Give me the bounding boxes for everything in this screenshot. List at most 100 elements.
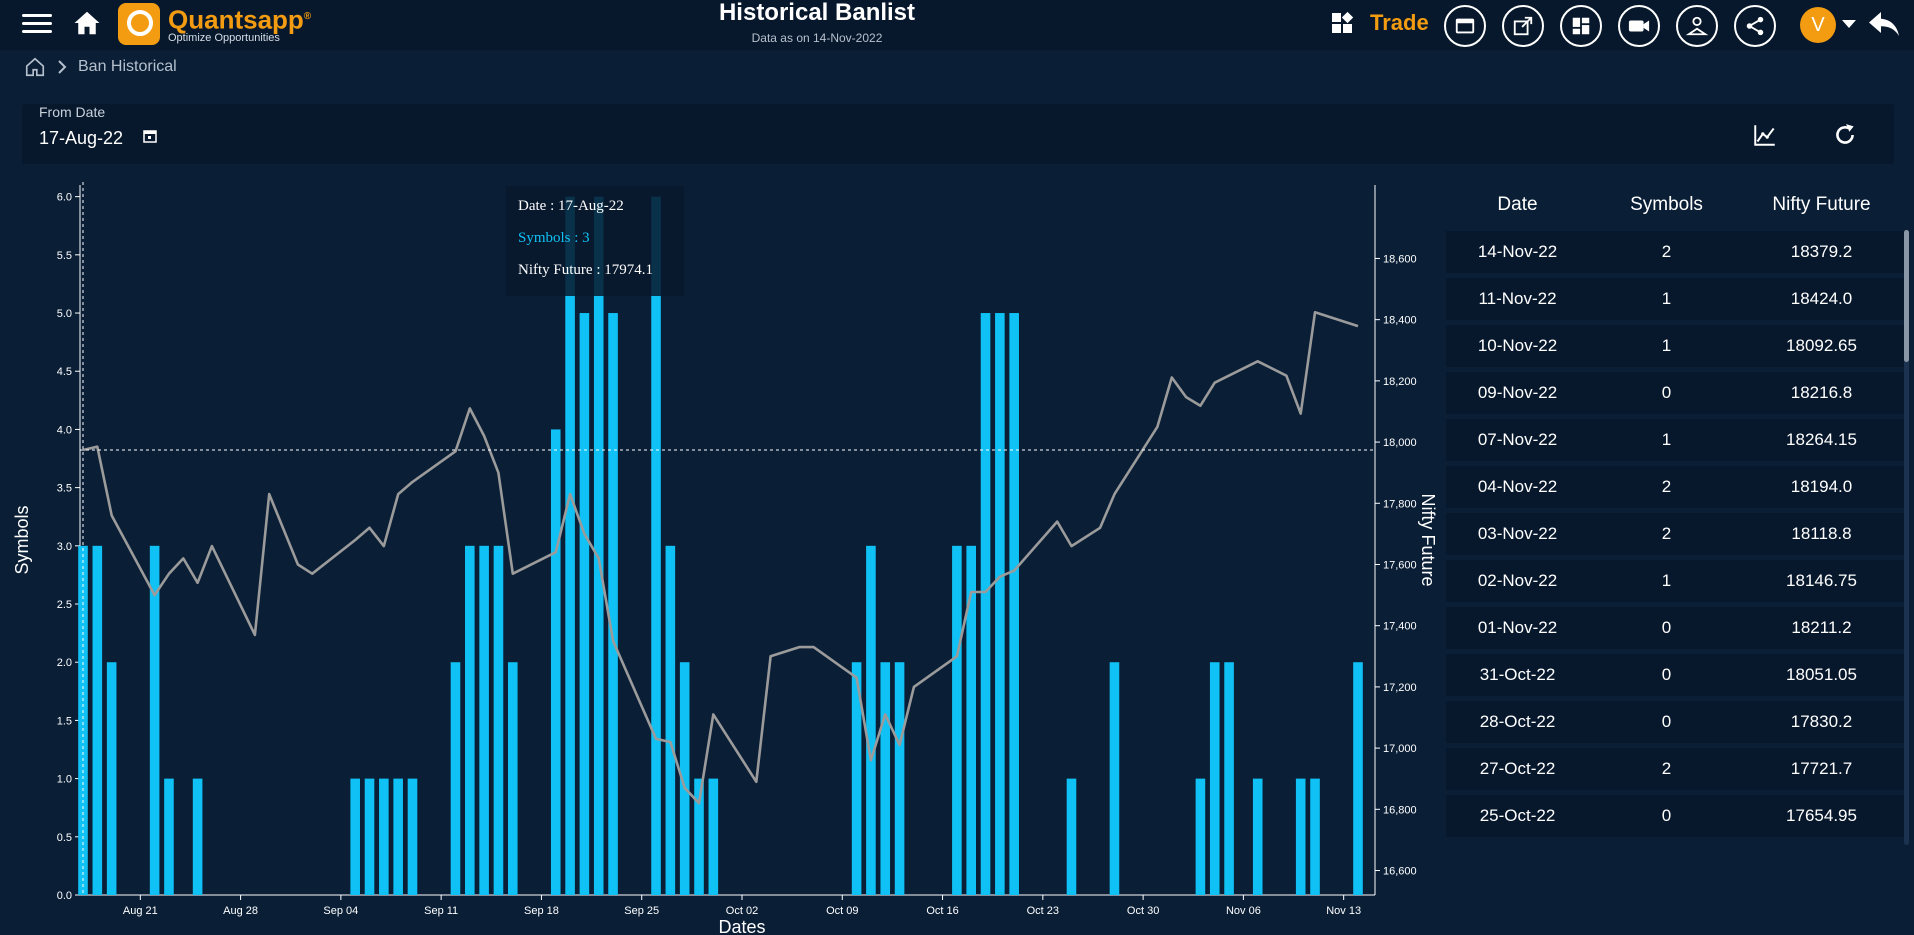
tooltip-symbols: Symbols : 3 (518, 230, 590, 246)
y-tick-label: 3.5 (57, 483, 72, 495)
breadcrumb-current: Ban Historical (78, 58, 177, 75)
table-row[interactable]: 25-Oct-22 0 17654.95 (1446, 795, 1908, 837)
from-date-input[interactable]: 17-Aug-22 (39, 128, 124, 148)
table-row[interactable]: 02-Nov-22 1 18146.75 (1446, 560, 1908, 602)
cell-nifty-future: 17721.7 (1790, 759, 1853, 778)
y-tick-label: 3.0 (57, 541, 72, 553)
banlist-table: Date Symbols Nifty Future 14-Nov-22 2 1837… (1446, 184, 1908, 837)
bar (1224, 662, 1234, 895)
y2-tick-label: 17,600 (1383, 559, 1417, 571)
tooltip-date: Date : 17-Aug-22 (518, 198, 624, 214)
y2-axis-label: Nifty Future (1418, 493, 1438, 586)
y-tick-label: 1.0 (57, 774, 72, 786)
table-row[interactable]: 10-Nov-22 1 18092.65 (1446, 325, 1908, 367)
table-row[interactable]: 14-Nov-22 2 18379.2 (1446, 231, 1908, 273)
bar (708, 778, 719, 895)
cell-symbols: 1 (1661, 571, 1672, 590)
cell-date: 01-Nov-22 (1477, 618, 1558, 637)
cell-nifty-future: 18216.8 (1790, 383, 1853, 402)
chevron-down-icon[interactable] (1842, 20, 1856, 28)
table-row[interactable]: 03-Nov-22 2 18118.8 (1446, 513, 1908, 555)
window-button[interactable] (1444, 5, 1486, 47)
table-row[interactable]: 27-Oct-22 2 17721.7 (1446, 748, 1908, 790)
y-tick-label: 2.5 (57, 599, 72, 611)
bar (679, 662, 690, 895)
table-scrollbar[interactable] (1904, 230, 1909, 845)
header-symbols[interactable]: Symbols (1630, 194, 1703, 215)
x-tick-label: Oct 23 (1027, 905, 1059, 917)
x-tick-label: Sep 25 (624, 905, 659, 917)
bar (192, 778, 203, 895)
tooltip-nifty: Nifty Future : 17974.1 (518, 262, 653, 278)
header-date[interactable]: Date (1497, 194, 1538, 215)
table-row[interactable]: 09-Nov-22 0 18216.8 (1446, 372, 1908, 414)
bar (149, 545, 160, 895)
user-avatar[interactable]: V (1800, 7, 1836, 43)
calendar-icon[interactable] (142, 128, 158, 144)
cell-nifty-future: 18264.15 (1786, 430, 1857, 449)
cell-symbols: 2 (1661, 524, 1672, 543)
trade-button[interactable]: Trade (1370, 10, 1429, 35)
y2-tick-label: 16,800 (1383, 804, 1417, 816)
y2-tick-label: 18,200 (1383, 376, 1417, 388)
x-tick-label: Sep 04 (323, 905, 358, 917)
x-axis-label: Dates (718, 917, 765, 935)
cell-date: 11-Nov-22 (1478, 289, 1557, 308)
video-button[interactable] (1618, 5, 1660, 47)
bar (593, 196, 604, 895)
bar (507, 662, 518, 895)
cell-nifty-future: 17830.2 (1790, 712, 1853, 731)
y2-tick-label: 18,400 (1383, 315, 1417, 327)
from-date-label: From Date (39, 104, 106, 120)
menu-icon[interactable] (22, 12, 52, 36)
trade-grid-icon[interactable] (1330, 11, 1354, 35)
cell-symbols: 1 (1661, 336, 1672, 355)
table-row[interactable]: 31-Oct-22 0 18051.05 (1446, 654, 1908, 696)
banlist-chart[interactable]: 0.0 0.5 1.0 1.5 2.0 2.5 3.0 3.5 4.0 4.5 5.0 5.5 6.0 1… (0, 170, 1440, 935)
header-nifty-future[interactable]: Nifty Future (1772, 194, 1871, 215)
bar (952, 545, 962, 895)
table-row[interactable]: 04-Nov-22 2 18194.0 (1446, 466, 1908, 508)
cell-symbols: 2 (1661, 477, 1672, 496)
table-row[interactable]: 07-Nov-22 1 18264.15 (1446, 419, 1908, 461)
bar (479, 545, 489, 895)
bar (78, 545, 88, 895)
bar (450, 662, 461, 895)
table-row[interactable]: 11-Nov-22 1 18424.0 (1446, 278, 1908, 320)
cell-date: 25-Oct-22 (1479, 806, 1556, 825)
bar (106, 662, 117, 895)
x-tick-label: Oct 30 (1127, 905, 1159, 917)
home-outline-icon[interactable] (24, 56, 46, 78)
y2-tick-label: 17,800 (1383, 498, 1417, 510)
quantsapp-logo[interactable]: Quantsapp® Optimize Opportunities (118, 3, 311, 45)
y2-tick-label: 17,000 (1383, 743, 1417, 755)
table-row[interactable]: 01-Nov-22 0 18211.2 (1446, 607, 1908, 649)
home-icon[interactable] (72, 8, 102, 38)
y-tick-label: 2.0 (57, 657, 72, 669)
dashboard-button[interactable] (1560, 5, 1602, 47)
bar (1295, 778, 1306, 895)
cell-nifty-future: 18146.75 (1786, 571, 1857, 590)
y2-tick-label: 16,600 (1383, 866, 1417, 878)
scrollbar-thumb[interactable] (1904, 230, 1909, 362)
bar (1252, 778, 1263, 895)
tutor-icon (1685, 16, 1709, 36)
external-link-icon (1513, 16, 1533, 36)
y-tick-label: 6.0 (57, 192, 72, 204)
share-button[interactable] (1734, 5, 1776, 47)
bar (851, 662, 862, 895)
bar (894, 662, 905, 895)
pop-out-button[interactable] (1502, 5, 1544, 47)
y-tick-label: 5.0 (57, 308, 72, 320)
chart-type-icon[interactable] (1752, 122, 1778, 148)
cell-nifty-future: 18424.0 (1790, 289, 1853, 308)
back-arrow-icon[interactable] (1866, 6, 1902, 42)
share-icon (1746, 16, 1764, 36)
bar (651, 196, 661, 895)
cell-nifty-future: 18051.05 (1786, 665, 1857, 684)
cell-symbols: 2 (1661, 242, 1672, 261)
table-row[interactable]: 28-Oct-22 0 17830.2 (1446, 701, 1908, 743)
learn-button[interactable] (1676, 5, 1718, 47)
refresh-icon[interactable] (1832, 122, 1858, 148)
cell-date: 28-Oct-22 (1479, 712, 1556, 731)
